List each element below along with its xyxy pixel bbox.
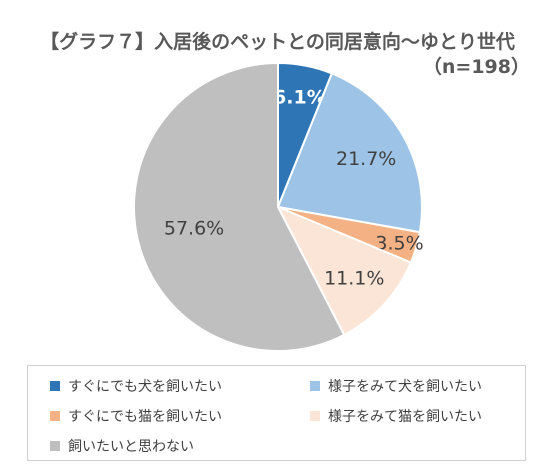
data-label: 3.5% <box>375 233 423 255</box>
legend-swatch <box>50 441 60 451</box>
data-label: 57.6% <box>164 217 224 239</box>
data-label: 6.1% <box>273 87 326 109</box>
legend: すぐにでも犬を飼いたい 様子をみて犬を飼いたい すぐにでも猫を飼いたい 様子をみ… <box>27 365 526 461</box>
legend-item-dog-later: 様子をみて犬を飼いたい <box>310 376 482 396</box>
pie-slice <box>133 61 346 352</box>
legend-label: 飼いたいと思わない <box>68 439 194 455</box>
legend-item-cat-now: すぐにでも猫を飼いたい <box>50 406 222 426</box>
legend-label: すぐにでも犬を飼いたい <box>68 379 222 395</box>
legend-swatch <box>50 381 60 391</box>
legend-swatch <box>310 411 320 421</box>
legend-label: 様子をみて猫を飼いたい <box>328 409 482 425</box>
legend-item-dog-now: すぐにでも犬を飼いたい <box>50 376 222 396</box>
chart-title: 【グラフ７】入居後のペットとの同居意向～ゆとり世代 <box>40 31 515 53</box>
data-label: 11.1% <box>324 267 384 289</box>
legend-item-cat-later: 様子をみて猫を飼いたい <box>310 406 482 426</box>
legend-label: すぐにでも猫を飼いたい <box>68 409 222 425</box>
legend-swatch <box>310 381 320 391</box>
pie-slice <box>276 72 423 234</box>
legend-item-no-pet: 飼いたいと思わない <box>50 436 194 456</box>
legend-swatch <box>50 411 60 421</box>
data-label: 21.7% <box>336 148 396 170</box>
chart-subtitle: （n=198） <box>422 56 530 78</box>
legend-label: 様子をみて犬を飼いたい <box>328 379 482 395</box>
pie-slice <box>275 205 413 337</box>
